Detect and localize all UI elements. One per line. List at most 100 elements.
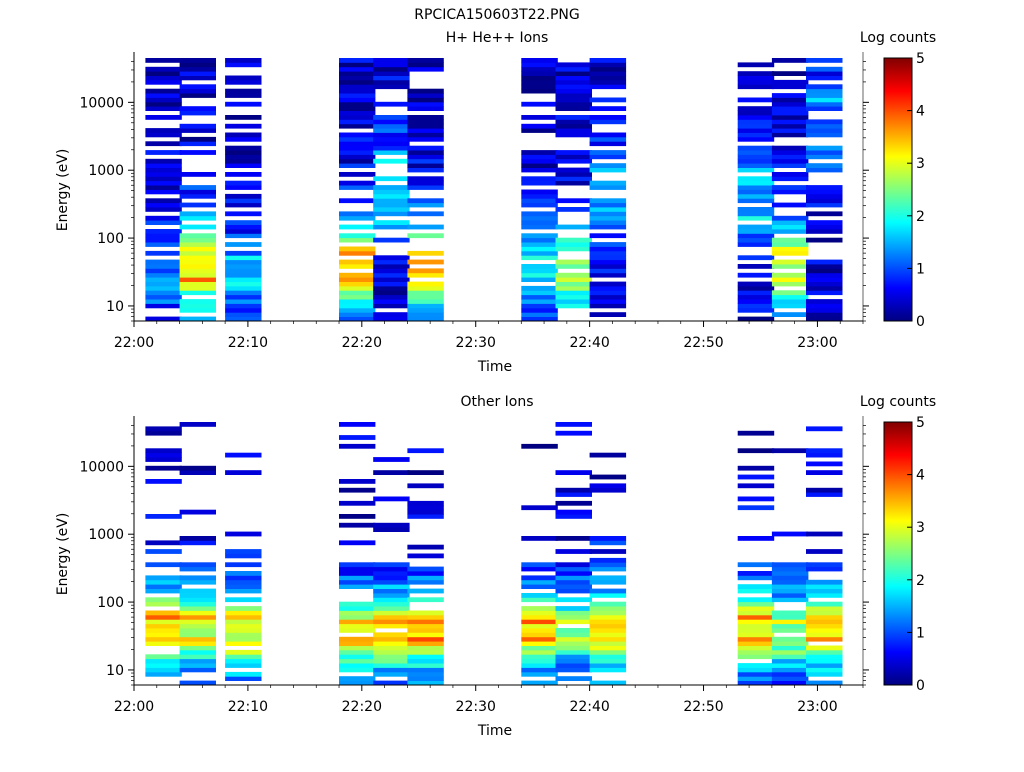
heatmap-cell [179, 189, 216, 195]
heatmap-cell [145, 106, 182, 111]
heatmap-cell [589, 202, 627, 208]
heatmap-cell [589, 641, 627, 646]
heatmap-cell [737, 430, 775, 436]
heatmap-cell [339, 123, 376, 129]
heatmap-cells [145, 58, 843, 322]
heatmap-cell [555, 610, 592, 616]
heatmap-cell [339, 277, 376, 282]
heatmap-cell [145, 242, 182, 247]
heatmap-cell [806, 584, 843, 589]
heatmap-cell [771, 579, 809, 585]
heatmap-cell [145, 540, 182, 546]
heatmap-cell [555, 575, 592, 581]
heatmap-cell [806, 211, 843, 217]
colorbar-gradient [883, 421, 913, 686]
heatmap-cell [179, 150, 216, 155]
heatmap-cell [806, 658, 843, 664]
heatmap-cell [771, 636, 809, 642]
heatmap-cell [555, 237, 592, 243]
heatmap-cell [806, 619, 843, 625]
heatmap-cell [145, 479, 182, 484]
heatmap-cell [555, 667, 592, 673]
time-column [771, 58, 809, 317]
heatmap-cell [339, 514, 376, 519]
heatmap-cell [407, 658, 444, 664]
heatmap-cell [737, 584, 775, 589]
heatmap-cell [771, 185, 809, 190]
heatmap-cell [737, 606, 775, 611]
heatmap-cell [373, 610, 410, 616]
heatmap-cell [145, 268, 182, 274]
heatmap-cell [806, 588, 843, 594]
heatmap-cell [555, 303, 592, 309]
heatmap-cell [555, 676, 592, 681]
heatmap-cell [407, 180, 444, 186]
heatmap-cell [225, 268, 262, 274]
heatmap-cell [589, 632, 627, 638]
heatmap-cell [771, 158, 809, 164]
heatmap-cell [145, 457, 182, 462]
time-column [407, 448, 444, 686]
heatmap-cell [373, 84, 410, 90]
heatmap-cell [737, 110, 775, 116]
heatmap-cell [407, 62, 444, 68]
heatmap-cell [806, 632, 843, 638]
heatmap-cell [521, 290, 558, 296]
heatmap-cell [771, 246, 809, 252]
heatmap-cell [339, 132, 376, 138]
heatmap-cell [339, 84, 376, 90]
heatmap-cell [145, 623, 182, 629]
heatmap-cell [373, 632, 410, 638]
heatmap-cell [373, 649, 410, 655]
heatmap-cell [521, 303, 558, 309]
heatmap-cell [806, 272, 843, 278]
heatmap-cell [737, 316, 775, 322]
time-column [555, 422, 592, 681]
heatmap-cell [771, 250, 809, 256]
heatmap-cell [373, 128, 410, 133]
heatmap-cell [771, 649, 809, 655]
heatmap-cell [225, 531, 262, 537]
heatmap-cell [521, 163, 558, 168]
x-tick-label: 22:50 [683, 699, 723, 715]
heatmap-cell [225, 79, 262, 85]
heatmap-cell [521, 307, 558, 313]
heatmap-cell [407, 97, 444, 103]
heatmap-cell [179, 264, 216, 269]
heatmap-cell [555, 101, 592, 107]
y-axis-label: Energy (eV) [55, 149, 71, 232]
heatmap-cell [373, 277, 410, 282]
heatmap-cell [589, 75, 627, 81]
heatmap-cell [771, 277, 809, 282]
colorbar-label: Log counts [860, 394, 936, 410]
heatmap-cell [771, 619, 809, 625]
heatmap-cell [339, 307, 376, 313]
heatmap-cell [407, 553, 444, 559]
heatmap-cell [521, 606, 558, 611]
heatmap-cell [373, 623, 410, 629]
heatmap-cell [145, 101, 182, 107]
heatmap-cell [521, 264, 558, 269]
axes: 22:00 22:10 22:20 22:30 22:40 22:50 23:00 10 100… [79, 52, 869, 351]
heatmap-cell [225, 303, 262, 309]
heatmap-cell [771, 281, 809, 287]
colorbar-tick-label: 5 [916, 415, 925, 431]
heatmap-cell [521, 167, 558, 173]
heatmap-cell [145, 452, 182, 458]
heatmap-cell [521, 667, 558, 673]
heatmap-cell [555, 281, 592, 287]
heatmap-cell [339, 259, 376, 265]
heatmap-cell [339, 628, 376, 633]
heatmap-cell [373, 193, 410, 199]
heatmap-cell [373, 176, 410, 182]
heatmap-cell [225, 579, 262, 585]
heatmap-cell [555, 290, 592, 296]
heatmap-cell [407, 115, 444, 120]
heatmap-cell [179, 136, 216, 142]
heatmap-cell [339, 522, 376, 528]
heatmap-cell [145, 97, 182, 103]
heatmap-cell [225, 649, 262, 655]
heatmap-cell [521, 246, 558, 252]
heatmap-cell [407, 597, 444, 603]
heatmap-cell [145, 654, 182, 660]
